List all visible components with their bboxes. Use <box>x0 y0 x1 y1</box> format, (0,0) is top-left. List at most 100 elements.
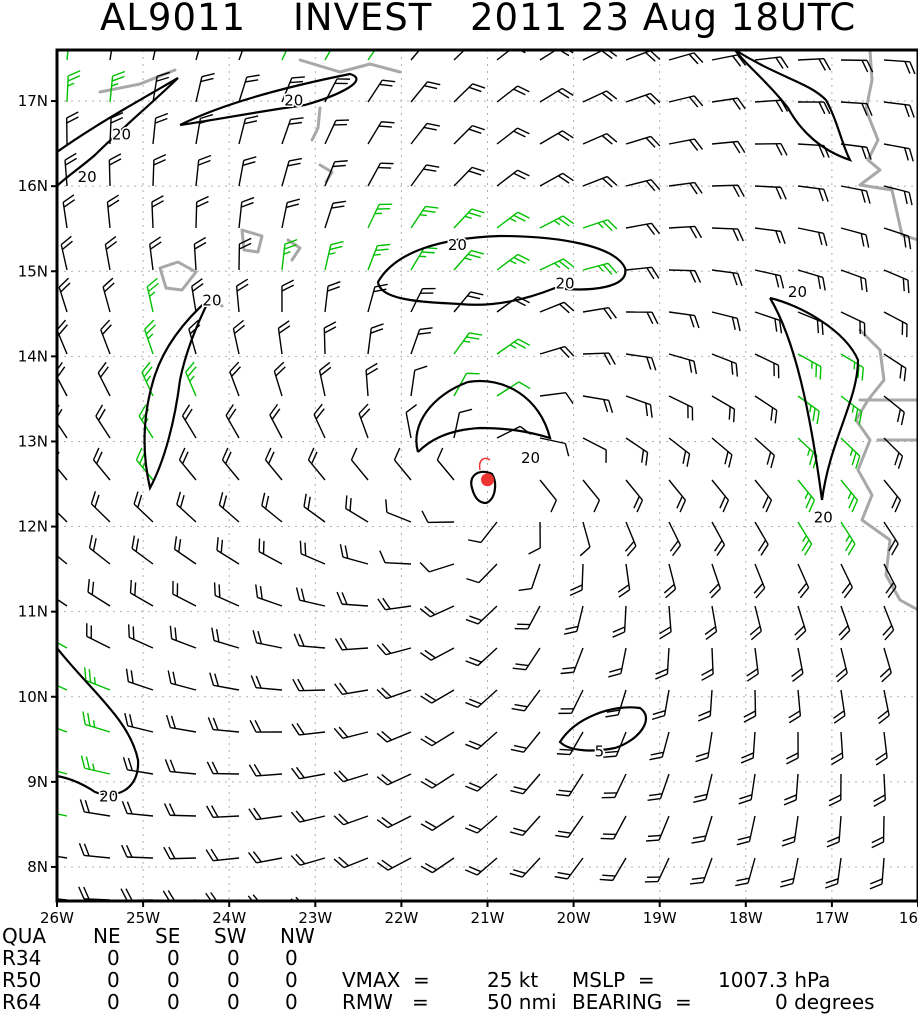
wind-barb <box>668 269 702 283</box>
wind-barb <box>735 857 756 887</box>
wind-barb <box>496 85 530 103</box>
wind-barb <box>295 587 326 607</box>
wind-barb <box>743 689 757 723</box>
wind-barb <box>625 179 661 192</box>
wind-barb <box>167 670 197 691</box>
contour-20-sw <box>57 647 140 796</box>
wind-barb <box>496 169 530 187</box>
wind-barb <box>711 353 739 377</box>
wind-barb <box>668 479 687 513</box>
wind-barb <box>225 404 240 439</box>
wind-barb <box>838 605 851 641</box>
wind-barb <box>88 534 111 565</box>
bearing-label: BEARING = <box>572 990 692 1014</box>
wind-barb <box>281 76 305 103</box>
wind-barb <box>376 773 412 786</box>
wind-barb <box>781 815 799 847</box>
wind-barb <box>754 437 776 469</box>
wind-barb <box>250 675 283 691</box>
wind-barb <box>176 491 197 523</box>
wind-barb <box>625 135 661 148</box>
wind-barb <box>883 143 914 162</box>
wind-barb <box>840 521 856 556</box>
wind-barb <box>579 521 591 557</box>
wind-barb <box>711 437 733 468</box>
wind-barb <box>281 198 300 229</box>
wind-barb <box>169 625 197 649</box>
wind-barb <box>152 71 170 103</box>
contour-20-nw-b <box>179 72 358 127</box>
wind-barb <box>376 643 412 656</box>
wind-barb <box>420 773 455 789</box>
wind-barb <box>264 447 283 481</box>
wind-barb <box>754 185 787 200</box>
wind-barb <box>797 311 824 335</box>
wind-barb <box>690 857 713 885</box>
wind-barb <box>393 447 412 481</box>
lat-label: 9N <box>27 773 48 791</box>
wind-barb <box>60 235 73 271</box>
wind-barb <box>131 535 154 565</box>
wind-barb <box>281 279 294 313</box>
wind-barb <box>195 154 212 187</box>
wind-barb <box>57 451 68 481</box>
wind-barb <box>64 152 77 187</box>
wind-barb <box>248 764 283 777</box>
wind-barb <box>840 479 859 513</box>
wind-barb <box>883 395 905 426</box>
wind-barb <box>754 227 786 244</box>
lon-label: 26W <box>40 909 74 927</box>
wind-barb <box>711 54 747 67</box>
wind-barb <box>358 403 371 439</box>
r34-sw: 0 <box>227 946 240 970</box>
wind-barb <box>66 50 69 61</box>
wind-barb <box>746 647 759 682</box>
wind-barb <box>496 127 530 145</box>
wind-barb <box>218 492 240 523</box>
wind-barb <box>163 803 197 817</box>
wind-barb <box>464 857 498 876</box>
wind-barb <box>668 311 700 329</box>
wind-barb <box>273 361 286 397</box>
r34-label: R34 <box>2 946 42 970</box>
wind-barb <box>840 563 853 599</box>
contour-center-ring <box>470 470 497 505</box>
wind-barb <box>883 437 904 469</box>
lon-label: 20W <box>557 909 591 927</box>
wind-barb <box>90 491 111 523</box>
wind-barb <box>826 815 842 848</box>
contour-20-nw-a <box>57 77 179 187</box>
wind-barb <box>185 361 197 397</box>
wind-barb <box>754 311 783 334</box>
wind-barb <box>376 815 412 829</box>
wind-barb <box>511 689 541 712</box>
wind-barb <box>313 403 326 439</box>
wind-barb <box>281 117 304 145</box>
wind-barb <box>783 773 799 806</box>
lon-label: 18W <box>729 909 763 927</box>
bearing-value: 0 degrees <box>775 990 875 1014</box>
wind-barb <box>468 521 498 544</box>
lat-label: 15N <box>18 262 48 280</box>
wind-barb <box>410 81 441 103</box>
contour-label: 20 <box>284 92 303 110</box>
wind-barb <box>333 813 369 826</box>
wind-barb <box>797 479 816 513</box>
wind-barb <box>754 395 778 424</box>
wind-barb <box>840 59 874 73</box>
wind-barb <box>835 647 848 683</box>
wind-barb <box>465 773 498 792</box>
wind-barb <box>367 50 376 61</box>
wind-barb <box>582 90 618 103</box>
wind-barb <box>556 731 584 756</box>
wind-barb <box>65 111 79 145</box>
wind-barb <box>333 770 369 783</box>
wind-barb <box>711 395 736 423</box>
wind-barb <box>608 647 627 678</box>
lon-label: 19W <box>643 909 677 927</box>
wind-barb <box>122 757 154 775</box>
storm-stats: QUA NE SE SW NW R34 0 0 0 0 R50 0 0 0 0 … <box>0 924 918 1014</box>
wind-barb <box>625 266 660 280</box>
r64-label: R64 <box>2 990 42 1014</box>
